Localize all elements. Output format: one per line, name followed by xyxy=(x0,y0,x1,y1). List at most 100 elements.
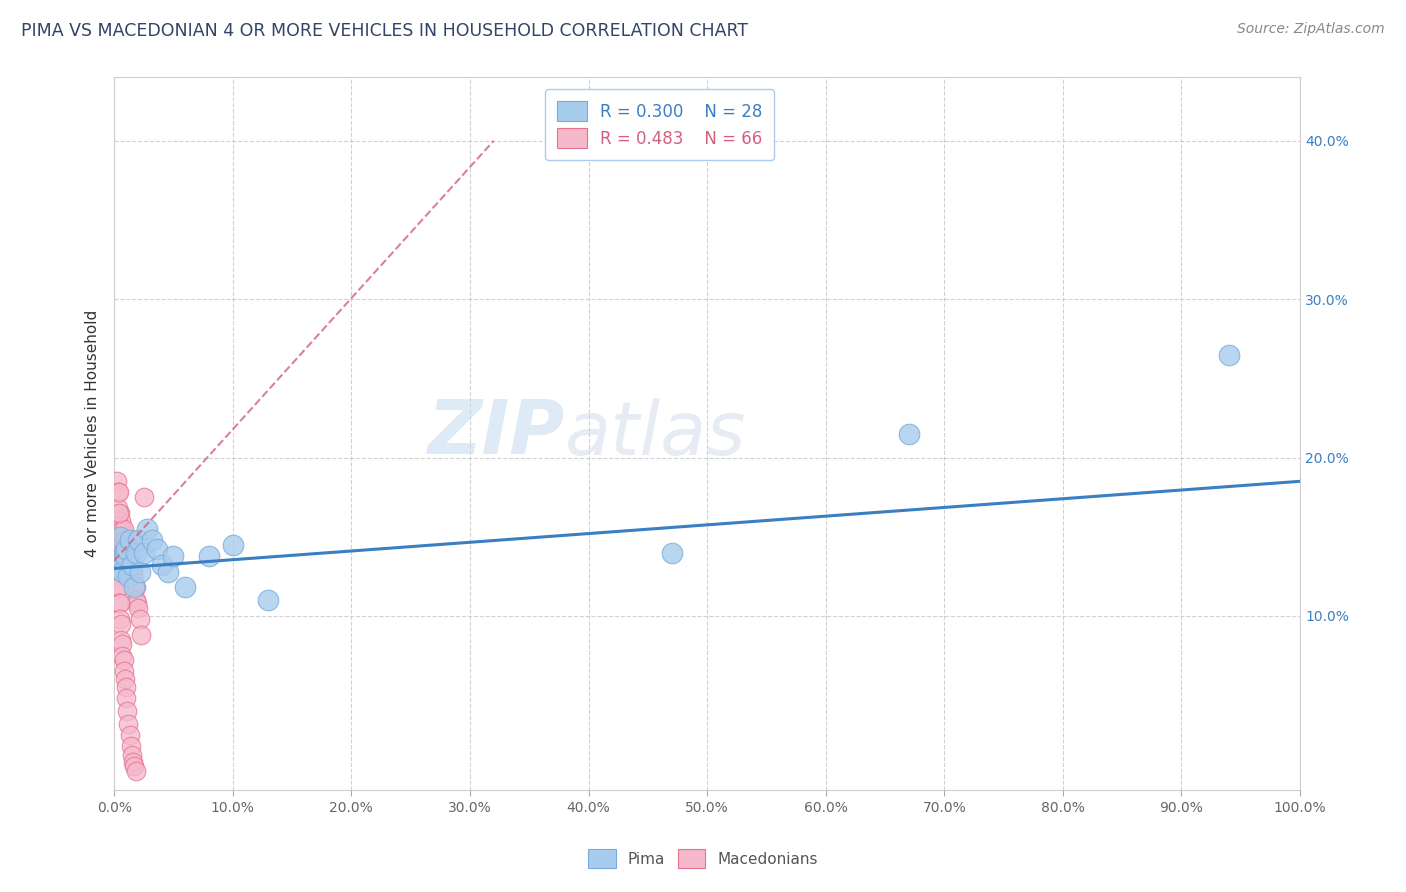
Point xyxy=(115,558,138,573)
Point xyxy=(108,596,131,610)
Point xyxy=(114,673,136,687)
Point xyxy=(105,475,128,489)
Point xyxy=(110,616,132,631)
Point xyxy=(129,612,152,626)
Point xyxy=(122,755,145,769)
Point xyxy=(132,545,155,559)
Point xyxy=(108,545,131,559)
Point xyxy=(107,501,129,516)
Point xyxy=(129,565,152,579)
Point xyxy=(257,593,280,607)
Point xyxy=(122,565,145,579)
Point xyxy=(198,549,221,563)
Point xyxy=(108,596,131,610)
Point xyxy=(112,533,135,547)
Point xyxy=(108,612,131,626)
Text: PIMA VS MACEDONIAN 4 OR MORE VEHICLES IN HOUSEHOLD CORRELATION CHART: PIMA VS MACEDONIAN 4 OR MORE VEHICLES IN… xyxy=(21,22,748,40)
Text: ZIP: ZIP xyxy=(427,397,565,470)
Point xyxy=(108,538,131,552)
Point xyxy=(118,558,141,573)
Point xyxy=(107,485,129,500)
Point xyxy=(111,565,134,579)
Point xyxy=(120,549,142,563)
Point xyxy=(112,545,135,559)
Point xyxy=(112,653,135,667)
Point xyxy=(112,522,135,536)
Point xyxy=(117,553,139,567)
Point xyxy=(124,545,146,559)
Point xyxy=(108,553,131,567)
Point xyxy=(124,593,146,607)
Point xyxy=(105,522,128,536)
Point xyxy=(121,558,143,573)
Point xyxy=(121,558,143,573)
Point xyxy=(111,553,134,567)
Point xyxy=(125,596,148,610)
Point xyxy=(124,581,146,595)
Point xyxy=(127,601,149,615)
Point xyxy=(111,637,134,651)
Point xyxy=(118,728,141,742)
Point xyxy=(114,545,136,559)
Point xyxy=(897,426,920,441)
Point xyxy=(112,665,135,679)
Point xyxy=(115,680,138,694)
Point xyxy=(141,533,163,547)
Point xyxy=(661,545,683,559)
Text: Source: ZipAtlas.com: Source: ZipAtlas.com xyxy=(1237,22,1385,37)
Point xyxy=(108,522,131,536)
Text: atlas: atlas xyxy=(565,398,747,470)
Point xyxy=(118,533,141,547)
Point xyxy=(1218,348,1240,362)
Point xyxy=(107,569,129,583)
Point xyxy=(146,542,169,557)
Y-axis label: 4 or more Vehicles in Household: 4 or more Vehicles in Household xyxy=(86,310,100,558)
Point xyxy=(110,514,132,528)
Point xyxy=(124,574,146,588)
Point xyxy=(108,485,131,500)
Point xyxy=(111,538,134,552)
Point xyxy=(121,748,143,763)
Legend: Pima, Macedonians: Pima, Macedonians xyxy=(581,841,825,875)
Point xyxy=(120,739,142,753)
Point xyxy=(124,759,146,773)
Point xyxy=(105,561,128,575)
Point xyxy=(115,704,138,718)
Point xyxy=(127,533,149,547)
Point xyxy=(108,522,131,536)
Point xyxy=(117,538,139,552)
Point xyxy=(131,628,153,642)
Point xyxy=(132,490,155,504)
Point xyxy=(115,538,138,552)
Point xyxy=(110,632,132,647)
Point xyxy=(107,514,129,528)
Point xyxy=(136,522,159,536)
Point xyxy=(108,506,131,520)
Point xyxy=(174,581,197,595)
Point xyxy=(110,545,132,559)
Point xyxy=(117,716,139,731)
Point xyxy=(107,581,129,595)
Point xyxy=(115,542,138,557)
Point xyxy=(115,691,138,706)
Point xyxy=(114,533,136,547)
Point xyxy=(124,581,146,595)
Legend: R = 0.300    N = 28, R = 0.483    N = 66: R = 0.300 N = 28, R = 0.483 N = 66 xyxy=(546,89,775,160)
Point xyxy=(162,549,184,563)
Point xyxy=(115,545,138,559)
Point xyxy=(156,565,179,579)
Point xyxy=(112,545,135,559)
Point xyxy=(110,530,132,544)
Point xyxy=(222,538,245,552)
Point xyxy=(118,545,141,559)
Point xyxy=(114,549,136,563)
Point xyxy=(108,506,131,520)
Point xyxy=(117,569,139,583)
Point xyxy=(108,581,131,595)
Point xyxy=(111,522,134,536)
Point xyxy=(124,764,146,779)
Point xyxy=(115,549,138,563)
Point xyxy=(110,561,132,575)
Point xyxy=(150,558,173,573)
Point xyxy=(108,530,131,544)
